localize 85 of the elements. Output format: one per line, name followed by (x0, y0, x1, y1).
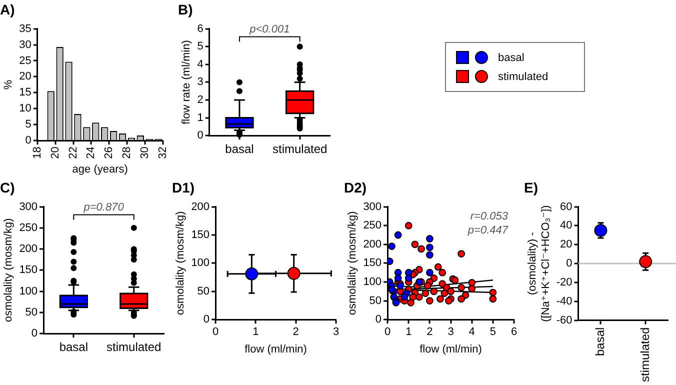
x-tick-label: 2 (292, 326, 299, 338)
x-tick-label: basal (59, 340, 88, 354)
y-tick-label: 250 (363, 220, 382, 232)
y-tick-label: 10 (19, 102, 32, 115)
y-tick-label: 250 (19, 222, 38, 234)
x-tick-label: 1 (406, 326, 412, 338)
x-tick-label: 20 (49, 146, 62, 159)
x-tick-label: 3 (332, 326, 340, 338)
annotation: r=0.053 (470, 210, 509, 222)
y-axis-title: osmolality (mosm/kg) (174, 211, 187, 316)
x-axis-title: flow (ml/min) (420, 343, 482, 356)
chart-title: A) (0, 1, 15, 18)
y-tick-label: 50 (369, 294, 382, 307)
y-tick-label: -40 (556, 295, 572, 308)
y-tick-label: 200 (19, 243, 38, 256)
chart-title: C) (0, 179, 15, 196)
y-tick-label: 0 (566, 258, 572, 270)
y-tick-label: -60 (556, 314, 572, 326)
y-tick-label: 2 (197, 94, 204, 106)
y-tick-label: 100 (191, 257, 210, 270)
y-tick-label: 15 (19, 86, 32, 99)
x-tick-label: 28 (121, 146, 134, 159)
x-tick-label: 1 (252, 326, 259, 338)
x-axis-title: age (years) (72, 163, 128, 176)
annotation: p=0.447 (466, 224, 509, 236)
x-tick-label: 18 (31, 146, 44, 159)
x-tick-label: 3 (448, 326, 454, 338)
y-tick-label: 300 (19, 200, 38, 213)
chart-title: D2) (344, 179, 367, 196)
x-tick-label: stimulated (638, 327, 652, 382)
x-tick-label: 2 (426, 326, 433, 338)
x-tick-label: 4 (468, 326, 475, 338)
x-tick-label: 0 (212, 326, 219, 338)
y-tick-label: 200 (363, 238, 382, 250)
y-tick-label: 0 (203, 314, 210, 326)
y-tick-label: 50 (25, 306, 38, 318)
y-tick-label: 100 (19, 285, 38, 298)
x-tick-label: 26 (103, 146, 116, 159)
y-axis-title: osmolality (mosm/kg) (346, 211, 359, 316)
x-tick-label: 22 (67, 146, 80, 159)
y-tick-label: 50 (197, 285, 210, 298)
y-tick-label: 0 (197, 130, 204, 142)
y-tick-label: 3 (197, 76, 204, 88)
x-tick-label: stimulated (106, 340, 162, 354)
legend-label: basal (498, 52, 524, 64)
y-tick-label: 35 (19, 22, 32, 35)
x-tick-label: 6 (510, 326, 518, 338)
x-tick-label: 24 (85, 146, 98, 159)
y-tick-label: 0 (375, 314, 382, 326)
y-tick-label: 300 (363, 200, 382, 213)
y-tick-label: 6 (197, 22, 204, 35)
chart-title: D1) (172, 179, 195, 196)
chart-title: B) (178, 1, 193, 18)
y-tick-label: 200 (191, 200, 210, 213)
y-tick-label: -20 (556, 276, 572, 289)
x-tick-label: 30 (138, 146, 151, 159)
x-tick-label: 32 (156, 146, 169, 159)
y-tick-label: 30 (19, 38, 32, 51)
x-tick-label: basal (225, 142, 254, 156)
annotation: p<0.001 (248, 23, 290, 36)
y-tick-label: 5 (25, 118, 32, 131)
y-tick-label: 40 (560, 220, 572, 232)
y-tick-label: 5 (197, 40, 204, 53)
y-tick-label: 150 (191, 229, 210, 242)
x-tick-label: 5 (490, 326, 496, 338)
y-tick-label: 1 (197, 112, 204, 124)
y-tick-label: 4 (197, 58, 204, 70)
y-tick-label: 25 (19, 54, 32, 67)
y-tick-label: 100 (363, 276, 382, 288)
y-tick-label: 150 (363, 257, 382, 270)
y-axis-title: flow rate (ml/min) (180, 40, 193, 124)
y-tick-label: 20 (560, 238, 572, 251)
y-tick-label: 60 (560, 200, 572, 213)
y-axis-title: % (2, 80, 15, 90)
x-tick-label: 0 (384, 326, 391, 338)
x-tick-label: basal (593, 327, 608, 356)
y-tick-label: 20 (19, 70, 32, 83)
x-axis-title: flow (ml/min) (244, 343, 307, 356)
legend-label: stimulated (498, 70, 548, 82)
y-axis-title: (osmolality) - ([Na⁺+K⁺+Cl⁻+HCO₃⁻]) (526, 205, 552, 322)
y-tick-label: 150 (19, 264, 38, 276)
x-tick-label: stimulated (272, 142, 328, 156)
y-axis-title: osmolality (mosm/kg) (2, 218, 15, 322)
chart-title: E) (524, 179, 538, 196)
annotation: p=0.870 (82, 201, 125, 214)
